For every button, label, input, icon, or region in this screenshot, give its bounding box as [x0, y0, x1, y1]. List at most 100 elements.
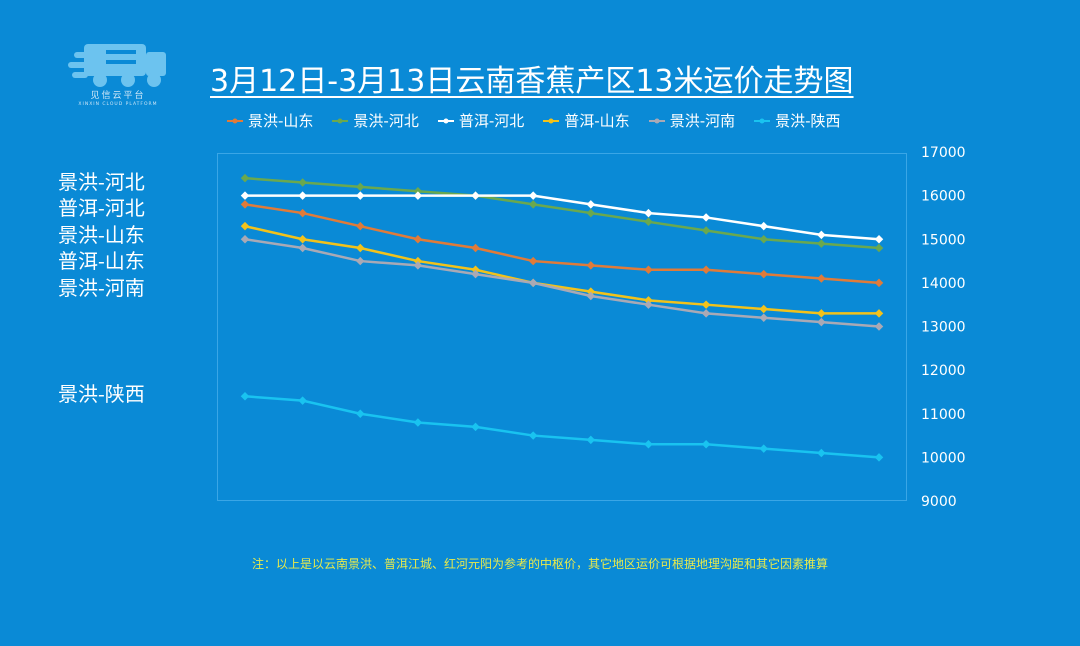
series-4: [240, 235, 884, 331]
data-point: [413, 418, 423, 427]
data-point: [471, 191, 480, 200]
data-point: [817, 274, 826, 283]
side-label: 景洪-河北: [58, 170, 145, 194]
data-point: [240, 221, 250, 231]
data-point: [240, 191, 250, 200]
legend-swatch: [227, 118, 243, 123]
legend-swatch: [543, 118, 560, 123]
data-point: [817, 317, 826, 327]
data-point: [586, 291, 596, 301]
series-2: [240, 191, 884, 244]
data-point: [701, 226, 711, 235]
y-tick-label: 14000: [921, 276, 966, 292]
series-line: [244, 238, 880, 328]
legend-label: 普洱-河北: [458, 112, 525, 130]
data-point: [644, 208, 653, 218]
chart-title: 3月12日-3月13日云南香蕉产区13米运价走势图: [210, 64, 854, 99]
data-point: [240, 235, 250, 244]
data-point: [644, 440, 653, 449]
series-line: [244, 224, 879, 315]
chart-legend: 景洪-山东 景洪-河北 普洱-河北 普洱-山东 景洪-河南 景洪-陕西: [226, 110, 841, 131]
legend-label: 普洱-山东: [564, 112, 630, 130]
data-point: [298, 208, 307, 218]
series-5: [240, 392, 884, 462]
data-point: [644, 300, 653, 309]
data-point: [759, 444, 768, 453]
data-point: [413, 187, 423, 196]
data-point: [817, 309, 826, 318]
plot-area: [217, 153, 907, 501]
data-point: [586, 200, 596, 209]
data-point: [356, 221, 365, 231]
data-point: [874, 243, 884, 253]
data-point: [356, 182, 365, 192]
legend-label: 景洪-山东: [248, 112, 314, 130]
data-point: [356, 256, 365, 266]
data-point: [240, 200, 250, 209]
y-tick-label: 12000: [921, 363, 966, 379]
data-point: [356, 243, 365, 253]
data-point: [356, 191, 365, 200]
legend-swatch: [754, 118, 771, 123]
side-label: 景洪-河南: [58, 276, 145, 300]
data-point: [586, 435, 596, 445]
y-tick-label: 16000: [921, 189, 966, 205]
data-point: [701, 440, 711, 449]
side-label: 普洱-河北: [58, 196, 145, 220]
side-label: 景洪-山东: [58, 223, 145, 247]
legend-item: 普洱-山东: [542, 110, 630, 131]
data-point: [701, 300, 711, 309]
data-point: [759, 235, 768, 244]
legend-item: 普洱-河北: [437, 110, 524, 131]
series-line: [245, 194, 880, 241]
data-point: [356, 409, 365, 418]
y-tick-label: 17000: [921, 145, 966, 161]
data-point: [817, 448, 826, 458]
legend-item: 景洪-河南: [648, 110, 735, 131]
truck-logo-icon: [68, 44, 166, 87]
data-point: [240, 392, 250, 401]
legend-swatch: [332, 118, 349, 123]
series-1: [240, 173, 884, 253]
data-point: [413, 191, 423, 200]
series-3: [240, 221, 884, 318]
logo-subtitle: XINXIN CLOUD PLATFORM: [78, 102, 158, 107]
data-point: [471, 265, 480, 275]
data-point: [701, 213, 711, 222]
data-point: [874, 309, 884, 318]
data-point: [701, 309, 711, 318]
series-line: [244, 395, 880, 459]
data-point: [298, 191, 307, 200]
legend-swatch: [437, 118, 454, 123]
data-point: [586, 287, 596, 296]
data-point: [874, 278, 884, 288]
data-point: [528, 278, 538, 288]
data-point: [759, 313, 768, 323]
series-line: [244, 176, 880, 250]
y-tick-label: 15000: [921, 232, 966, 248]
data-point: [644, 296, 653, 305]
y-tick-label: 9000: [921, 494, 957, 510]
data-point: [644, 217, 653, 227]
data-point: [528, 431, 538, 440]
series-line: [244, 203, 880, 285]
data-point: [701, 265, 711, 275]
data-point: [413, 261, 423, 270]
data-point: [874, 235, 884, 244]
data-point: [759, 221, 768, 231]
data-point: [298, 178, 307, 187]
legend-label: 景洪-河南: [669, 112, 736, 130]
y-tick-label: 11000: [921, 407, 966, 423]
data-point: [471, 422, 480, 432]
footnote: 注：以上是以云南景洪、普洱江城、红河元阳为参考的中枢价，其它地区运价可根据地理沟…: [251, 557, 828, 571]
legend-swatch: [648, 118, 665, 123]
data-point: [528, 256, 538, 266]
data-point: [528, 200, 538, 209]
logo-caption: 见信云平台: [90, 91, 146, 101]
y-tick-label: 10000: [921, 450, 966, 466]
data-point: [413, 256, 423, 266]
data-point: [817, 230, 826, 240]
y-tick-label: 13000: [921, 320, 966, 336]
data-point: [471, 269, 480, 279]
